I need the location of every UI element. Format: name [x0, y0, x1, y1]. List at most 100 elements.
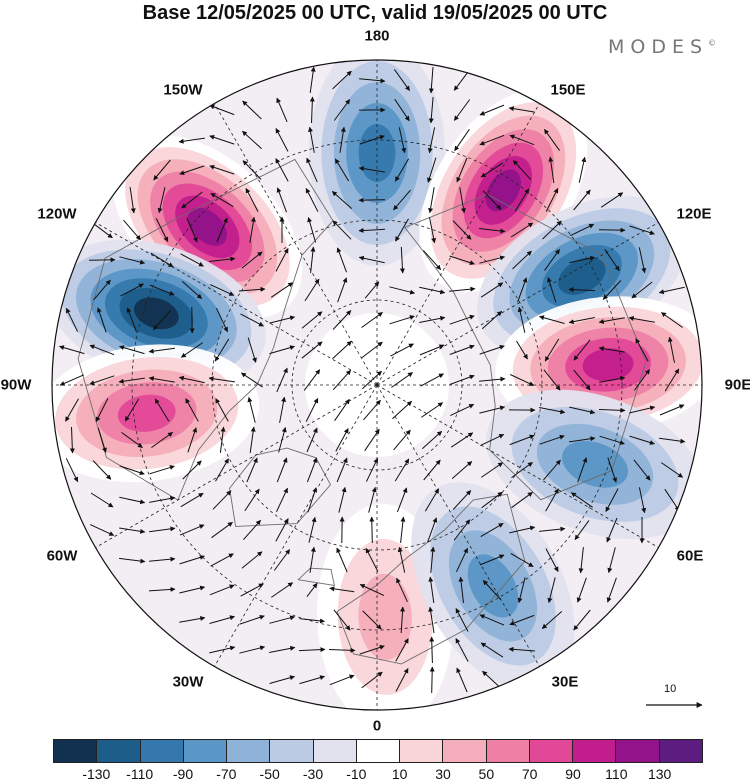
wind-vector	[459, 187, 466, 214]
wind-vector	[429, 636, 435, 664]
map-border	[51, 59, 703, 711]
wind-vector	[149, 526, 176, 533]
wind-vector	[358, 227, 386, 233]
wind-vector	[310, 246, 316, 273]
wind-vector	[482, 580, 502, 600]
wind-vector	[509, 434, 535, 446]
wind-vector	[453, 99, 471, 121]
wind-vector	[510, 552, 534, 568]
wind-vector	[598, 407, 626, 413]
wind-vector	[450, 432, 474, 448]
colorbar-tick-label: -90	[172, 766, 194, 782]
wind-vector	[479, 255, 506, 264]
colorbar-swatch	[140, 740, 184, 762]
wind-vector	[539, 526, 566, 532]
wind-vector	[309, 66, 316, 93]
colorbar-swatch	[227, 740, 271, 762]
wind-vector	[428, 96, 434, 124]
wind-vector	[187, 427, 198, 453]
wind-vector	[392, 400, 412, 420]
wind-vector	[153, 309, 171, 331]
wind-vector	[332, 369, 352, 391]
wind-vector	[543, 128, 561, 151]
wind-vector	[664, 368, 680, 392]
wind-vector	[91, 221, 113, 239]
wind-vector	[69, 426, 75, 454]
colorbar-swatch	[183, 740, 228, 762]
wind-vector	[607, 457, 618, 483]
wind-vector	[453, 519, 471, 541]
wind-vector	[339, 126, 346, 153]
wind-vector	[541, 611, 563, 629]
wind-vector	[578, 156, 587, 183]
wind-vector	[337, 277, 348, 303]
wind-vector	[428, 66, 434, 94]
wind-vector	[607, 547, 616, 574]
wind-vector	[269, 315, 296, 324]
wind-vector	[664, 488, 680, 512]
wind-vector	[397, 546, 406, 573]
colorbar-swatch	[529, 740, 574, 762]
wind-vector	[271, 582, 294, 598]
wind-vector	[118, 377, 145, 384]
wind-vector	[395, 668, 409, 692]
colorbar-tick-label: -30	[302, 766, 324, 782]
wind-vector	[454, 129, 470, 152]
wind-vector	[182, 460, 202, 480]
wind-vector	[545, 548, 559, 572]
wind-vector	[667, 336, 675, 363]
longitude-label-30w: 30W	[172, 673, 204, 691]
wind-vector	[65, 398, 79, 422]
wind-vector	[208, 376, 235, 383]
wind-vector	[119, 527, 146, 534]
wind-vector	[92, 460, 112, 480]
wind-vector	[451, 461, 473, 479]
wind-vector	[628, 316, 655, 323]
wind-vector	[389, 286, 416, 295]
wind-vector	[449, 286, 476, 292]
wind-vector	[210, 553, 234, 567]
wind-vector	[89, 375, 115, 386]
wind-vector	[270, 282, 294, 298]
wind-vector	[539, 315, 565, 324]
wind-vector	[600, 192, 624, 208]
wind-vector	[390, 343, 414, 357]
wind-vector	[185, 398, 199, 422]
wind-vector	[396, 577, 408, 603]
wind-vector	[509, 525, 536, 534]
wind-vector	[544, 338, 560, 362]
wind-vector	[308, 126, 315, 153]
wind-vector	[576, 577, 587, 603]
wind-vector	[186, 217, 198, 243]
wind-vector	[333, 609, 351, 631]
wind-vector	[480, 282, 504, 298]
wind-vector	[149, 556, 176, 562]
wind-vector	[65, 307, 79, 332]
wind-vector	[481, 491, 503, 509]
wind-vector	[421, 430, 443, 450]
wind-vector	[97, 427, 107, 453]
wind-vector	[179, 616, 206, 623]
brand-text: MODES	[608, 36, 709, 58]
wind-vector	[393, 69, 411, 92]
wind-vector	[421, 402, 444, 418]
wind-vector	[661, 462, 684, 478]
wind-vector	[394, 98, 410, 122]
wind-vector	[121, 431, 143, 449]
colorbar-swatch	[443, 740, 487, 762]
wind-vector	[209, 164, 235, 175]
modes-logo: MODES©	[608, 36, 716, 58]
wind-vector	[395, 218, 409, 242]
wind-vector	[179, 585, 206, 594]
wind-vector	[129, 187, 136, 214]
longitude-label-150w: 150W	[163, 81, 203, 99]
wind-vector	[209, 615, 235, 624]
wind-vector	[242, 160, 262, 180]
wind-vector	[179, 555, 205, 565]
colorbar-tick-label: -70	[216, 766, 237, 782]
wind-vector	[180, 253, 204, 267]
wind-vector	[215, 398, 229, 422]
wind-vector	[629, 435, 655, 445]
wind-vector	[479, 104, 505, 116]
wind-vector	[394, 158, 410, 182]
